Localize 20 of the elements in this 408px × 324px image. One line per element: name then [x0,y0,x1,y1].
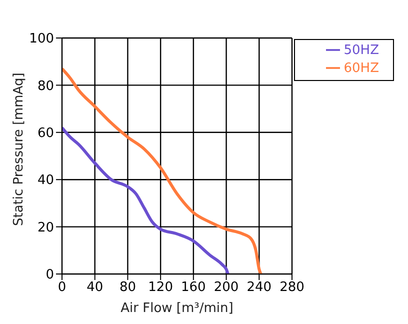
x-axis-title: Air Flow [m³/min] [120,301,234,316]
x-tick-label: 200 [214,280,239,296]
x-tick-label: 280 [280,280,304,296]
legend-label: 60HZ [344,61,379,76]
y-tick-label: 20 [37,220,54,236]
x-tick-label: 80 [119,280,136,296]
line-series [62,67,262,274]
x-tick-label: 240 [246,280,272,296]
x-tick-label: 160 [181,280,206,296]
line-series [62,126,230,274]
y-tick-label: 60 [37,126,54,142]
y-tick-label: 80 [37,78,54,94]
y-axis-title: Static Pressure [mmAq] [12,72,27,226]
y-tick-label: 0 [46,268,54,283]
x-tick-label: 120 [148,280,173,296]
y-tick-label: 40 [37,173,54,188]
x-tick-label: 40 [86,280,104,296]
y-tick-label: 100 [29,32,54,47]
x-tick-label: 0 [58,280,66,296]
legend-label: 50HZ [344,43,379,58]
